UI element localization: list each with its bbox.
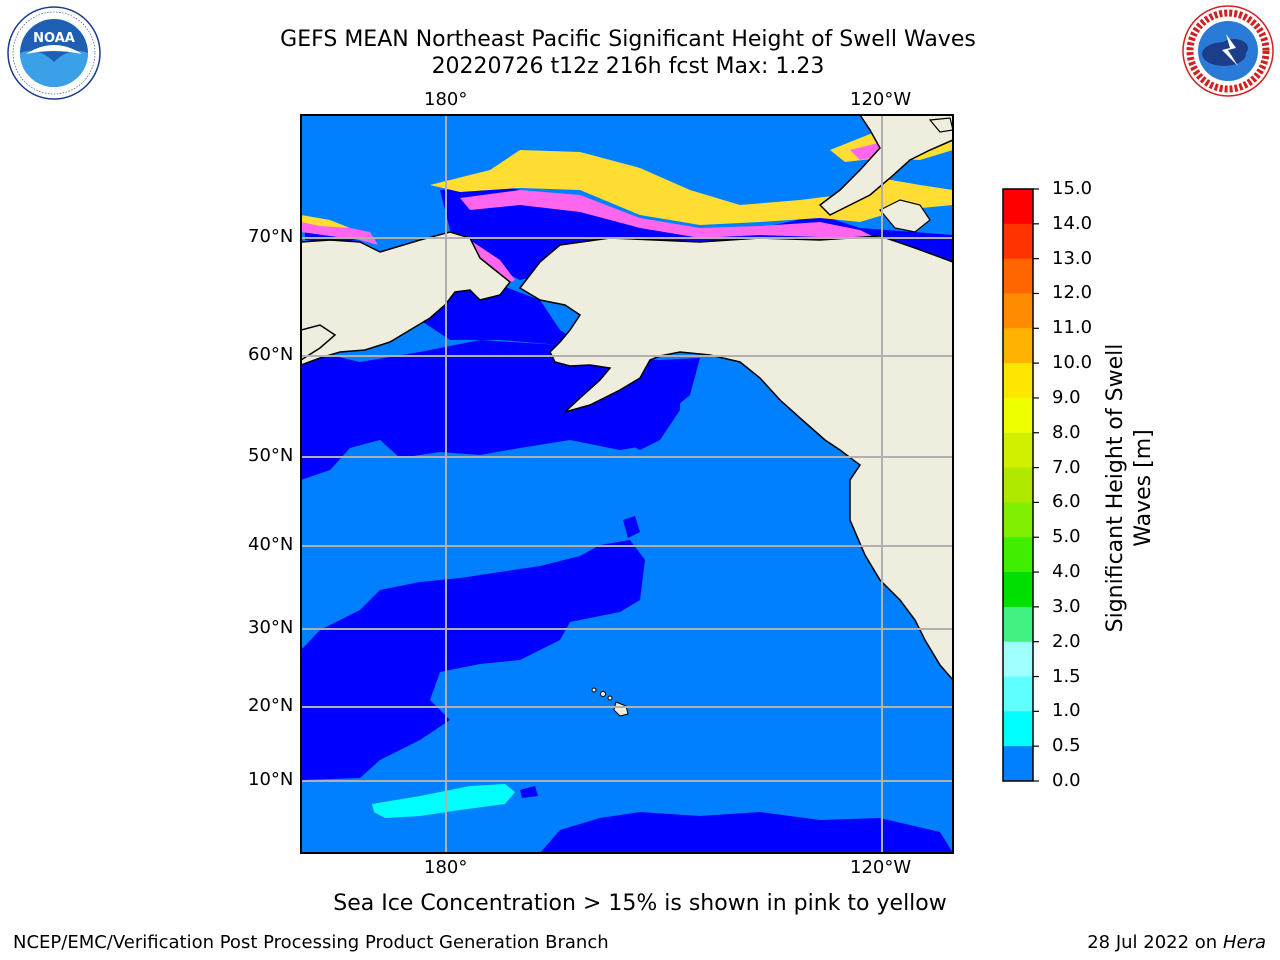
equatorial-low-swell (540, 812, 953, 853)
cyan-swell-band (372, 784, 515, 818)
land-siberia (301, 231, 512, 366)
colorbar-segment (1003, 641, 1033, 678)
map-area (301, 115, 953, 853)
midlat-low-swell (301, 540, 645, 780)
top-tick-180: 180° (424, 89, 468, 110)
land-island-small-1 (879, 199, 931, 233)
map-gridlines (301, 115, 953, 853)
colorbar-tick-label: 3.0 (1052, 595, 1081, 617)
land-arctic-islands (818, 115, 953, 216)
lat-tick-50n: 50°N (248, 445, 294, 466)
colorbar-tick-label: 5.0 (1052, 526, 1081, 548)
footer-date-text: 28 Jul 2022 on (1087, 932, 1223, 953)
sea-ice-west-yellow (301, 215, 350, 228)
land-kamchatka (301, 324, 337, 361)
midlat-spot (623, 516, 640, 538)
colorbar-segment (1003, 606, 1033, 643)
equatorial-low-swell-small (520, 786, 538, 798)
svg-text:NOAA: NOAA (33, 31, 75, 46)
lat-tick-70n: 70°N (248, 226, 294, 247)
bottom-tick-120w: 120°W (850, 857, 912, 878)
colorbar-title-line1: Significant Height of Swell (1103, 343, 1128, 633)
colorbar-tick-label: 0.5 (1052, 735, 1081, 757)
lat-tick-30n: 30°N (248, 617, 294, 638)
colorbar-segment (1003, 397, 1033, 434)
colorbar-tick-label: 11.0 (1052, 317, 1093, 339)
footer-credit: NCEP/EMC/Verification Post Processing Pr… (13, 932, 609, 953)
lat-tick-20n: 20°N (248, 695, 294, 716)
lat-tick-60n: 60°N (248, 344, 294, 365)
colorbar-segment (1003, 711, 1033, 747)
colorbar-title: Significant Height of Swell Waves [m] (1102, 328, 1158, 648)
colorbar-segment (1003, 258, 1033, 294)
chart-title: GEFS MEAN Northeast Pacific Significant … (280, 27, 976, 52)
colorbar-tick-label: 14.0 (1052, 212, 1093, 234)
colorbar-segment (1003, 746, 1033, 782)
colorbar-tick-label: 13.0 (1052, 247, 1093, 269)
footer-machine: Hera (1222, 932, 1266, 953)
colorbar-tick-label: 15.0 (1052, 178, 1093, 199)
colorbar-title-line2: Waves [m] (1131, 429, 1156, 547)
bottom-tick-180: 180° (424, 857, 468, 878)
colorbar-tick-label: 2.0 (1052, 630, 1081, 652)
colorbar-segment (1003, 537, 1033, 573)
colorbar-segment (1003, 502, 1033, 538)
colorbar-tick-label: 1.5 (1052, 665, 1081, 687)
colorbar-tick-label: 6.0 (1052, 491, 1081, 513)
colorbar-segment (1003, 467, 1033, 503)
colorbar-segment (1003, 432, 1033, 469)
chart-subtitle: 20220726 t12z 216h fcst Max: 1.23 (431, 54, 825, 79)
noaa-logo: NOAA (7, 6, 101, 100)
colorbar-tick-label: 9.0 (1052, 386, 1081, 408)
hawaii-islands (591, 687, 629, 717)
colorbar-segment (1003, 328, 1033, 364)
colorbar-tick-label: 1.0 (1052, 700, 1081, 722)
colorbar-tick-label: 7.0 (1052, 456, 1081, 478)
map-frame (300, 114, 954, 854)
colorbar-segment (1003, 223, 1033, 260)
colorbar-frame (1002, 188, 1034, 782)
colorbar-segment (1003, 293, 1033, 329)
land-alaska-canada (518, 235, 953, 682)
lat-tick-10n: 10°N (248, 769, 294, 790)
colorbar-tick-label: 0.0 (1052, 770, 1081, 791)
sea-ice-note: Sea Ice Concentration > 15% is shown in … (333, 891, 947, 916)
colorbar-segment (1003, 363, 1033, 399)
colorbar-tick-label: 8.0 (1052, 421, 1081, 443)
sea-ice-pink (460, 190, 900, 255)
colorbar-segment (1003, 189, 1033, 225)
colorbar-tick-label: 12.0 (1052, 282, 1093, 304)
colorbar-segment (1003, 676, 1033, 712)
footer-date: 28 Jul 2022 on Hera (1087, 932, 1266, 953)
bering-sea-low-swell (420, 285, 600, 355)
sea-ice-strait (465, 240, 515, 285)
lat-tick-40n: 40°N (248, 534, 294, 555)
nws-logo (1182, 5, 1274, 97)
land-island-small-2 (928, 117, 953, 133)
colorbar (1003, 189, 1033, 782)
colorbar-tick-label: 4.0 (1052, 561, 1081, 583)
colorbar-segment (1003, 572, 1033, 608)
colorbar-tick-label: 10.0 (1052, 352, 1093, 374)
top-tick-120w: 120°W (850, 89, 912, 110)
